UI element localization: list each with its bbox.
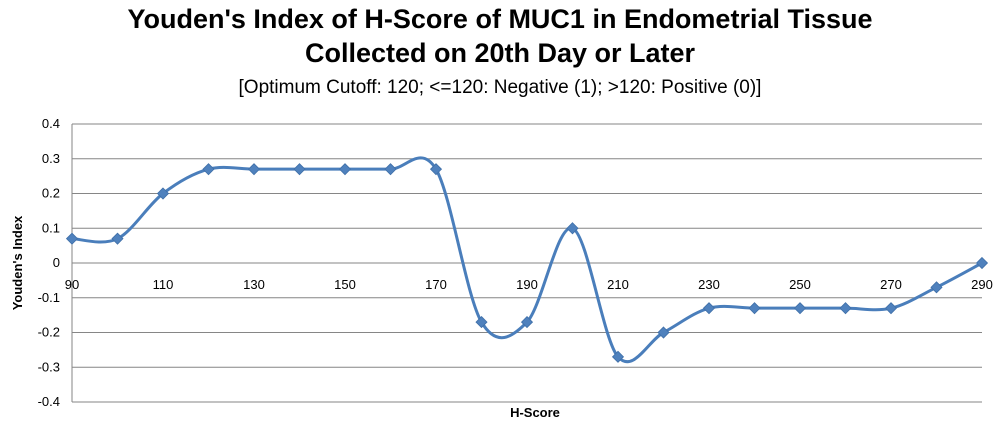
data-point-marker	[293, 163, 306, 176]
chart-subtitle: [Optimum Cutoff: 120; <=120: Negative (1…	[238, 77, 762, 98]
data-point-marker	[702, 302, 716, 315]
data-point-marker	[202, 163, 215, 176]
x-axis-label: H-Score	[510, 405, 560, 420]
x-tick-label: 110	[153, 277, 174, 292]
y-tick-label: -0.3	[38, 359, 60, 374]
y-tick-label: 0.1	[42, 220, 60, 235]
x-tick-label: 150	[334, 277, 356, 292]
x-tick-label: 90	[65, 277, 79, 292]
data-point-marker	[975, 256, 989, 270]
y-tick-label: 0.4	[42, 116, 60, 131]
data-point-marker	[566, 222, 579, 235]
data-point-marker	[247, 163, 261, 176]
data-point-marker	[793, 302, 807, 315]
x-tick-label: 290	[971, 277, 993, 292]
x-tick-label: 270	[880, 277, 902, 292]
data-point-marker	[748, 302, 761, 315]
data-point-marker	[930, 281, 943, 294]
x-tick-label: 130	[243, 277, 265, 292]
data-point-marker	[475, 316, 488, 329]
gridlines	[71, 123, 982, 403]
y-tick-label: -0.2	[38, 325, 60, 340]
y-tick-label: -0.1	[38, 290, 60, 305]
y-axis-ticks: 0.4 0.3 0.2 0.1 0 -0.1 -0.2 -0.3 -0.4	[38, 116, 60, 409]
chart-title-line1: Youden's Index of H-Score of MUC1 in End…	[127, 4, 873, 34]
x-tick-label: 250	[789, 277, 811, 292]
data-point-marker	[338, 163, 352, 176]
chart-title-line2: Collected on 20th Day or Later	[304, 38, 696, 68]
data-point-marker	[657, 326, 670, 339]
y-tick-label: 0	[53, 255, 60, 270]
y-tick-label: 0.3	[42, 151, 60, 166]
data-point-marker	[111, 232, 124, 245]
data-point-marker	[520, 316, 534, 329]
data-point-marker	[156, 187, 170, 200]
series-group	[65, 156, 989, 364]
data-point-marker	[384, 163, 397, 176]
data-point-marker	[839, 302, 852, 315]
data-point-marker	[65, 232, 79, 245]
x-tick-label: 210	[607, 277, 629, 292]
data-point-marker	[884, 302, 898, 315]
x-tick-label: 190	[516, 277, 538, 292]
y-axis-label: Youden's Index	[10, 215, 25, 310]
y-tick-label: 0.2	[42, 186, 60, 201]
data-point-marker	[429, 163, 443, 176]
x-tick-label: 230	[698, 277, 720, 292]
x-axis-ticks: 90 110 130 150 170 190 210 230 250 270 290	[65, 277, 993, 292]
x-tick-label: 170	[425, 277, 447, 292]
y-tick-label: -0.4	[38, 394, 60, 409]
series-line	[71, 156, 983, 364]
data-point-marker	[611, 350, 625, 363]
